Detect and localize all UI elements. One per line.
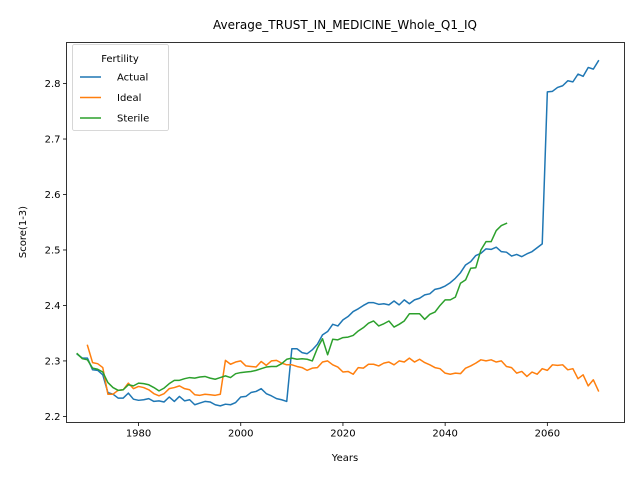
legend-label-sterile: Sterile <box>117 114 149 125</box>
y-tick-label: 2.2 <box>45 412 61 423</box>
series-line-sterile <box>76 222 508 392</box>
y-tick-label: 2.3 <box>45 356 61 367</box>
plot-area <box>76 59 600 407</box>
legend-box <box>72 44 169 131</box>
legend-title: Fertility <box>101 54 139 65</box>
x-tick-label: 2020 <box>330 429 355 440</box>
x-tick-label: 1980 <box>126 429 151 440</box>
x-axis-label: Years <box>331 453 358 464</box>
chart-title: Average_TRUST_IN_MEDICINE_Whole_Q1_IQ <box>213 18 477 32</box>
x-tick-label: 2000 <box>228 429 253 440</box>
y-tick-label: 2.8 <box>45 79 61 90</box>
legend-label-actual: Actual <box>117 73 148 84</box>
legend-label-ideal: Ideal <box>117 93 141 104</box>
y-tick-label: 2.5 <box>45 245 61 256</box>
axes-frame <box>66 42 625 423</box>
series-line-ideal <box>86 344 600 397</box>
y-tick-label: 2.4 <box>45 301 61 312</box>
y-tick-label: 2.7 <box>45 135 61 146</box>
y-axis: 2.2 2.3 2.4 2.5 2.6 2.7 2.8 <box>45 79 67 423</box>
legend: Fertility Actual Ideal Sterile <box>72 44 169 131</box>
x-tick-label: 2040 <box>432 429 457 440</box>
x-axis: 1980 2000 2020 2040 2060 <box>126 422 560 440</box>
y-axis-label: Score(1-3) <box>18 206 29 258</box>
x-tick-label: 2060 <box>535 429 560 440</box>
series-line-actual <box>76 59 600 407</box>
y-tick-label: 2.6 <box>45 190 61 201</box>
